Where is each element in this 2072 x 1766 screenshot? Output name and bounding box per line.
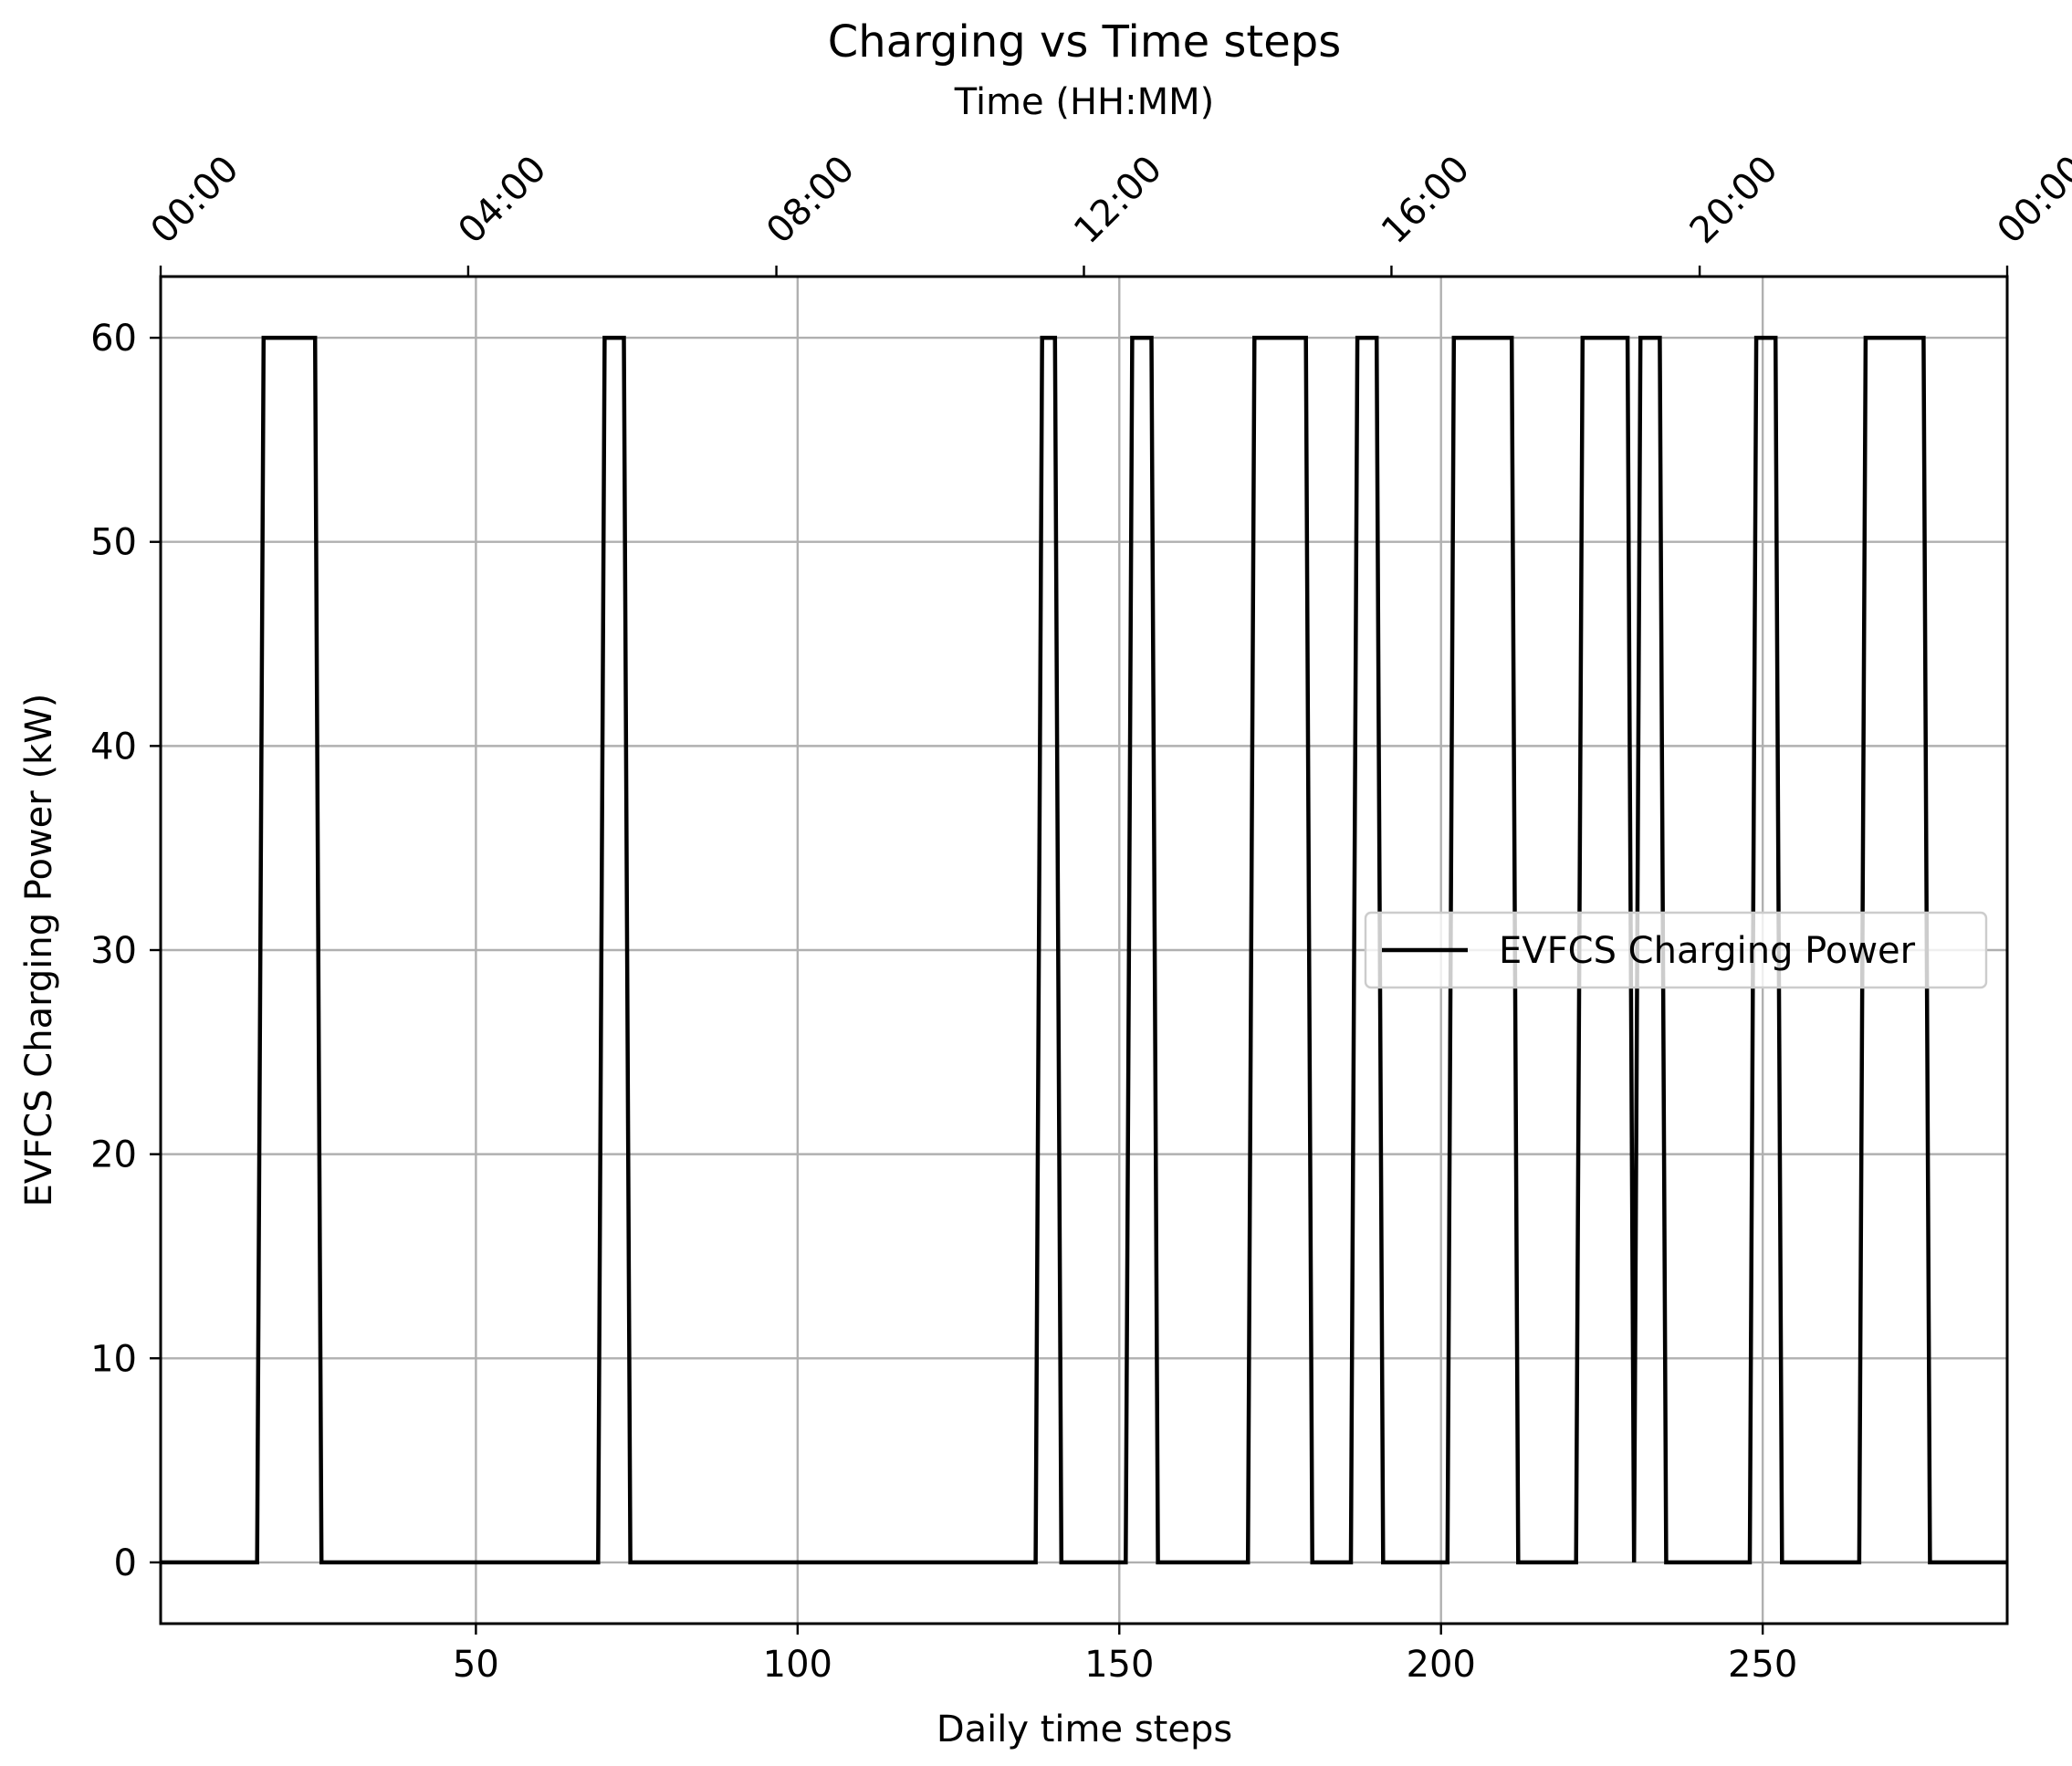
y-tick-label: 50 bbox=[90, 522, 137, 564]
top-x-tick-label: 00:00 bbox=[1990, 148, 2072, 252]
y-axis-label: EVFCS Charging Power (kW) bbox=[18, 694, 60, 1207]
top-x-tick-label: 20:00 bbox=[1682, 148, 1786, 252]
top-x-tick-label: 16:00 bbox=[1374, 148, 1478, 252]
x-tick-label: 150 bbox=[1084, 1644, 1154, 1686]
y-tick-label: 40 bbox=[90, 726, 137, 768]
top-x-tick-label: 04:00 bbox=[450, 148, 554, 252]
y-tick-label: 60 bbox=[90, 318, 137, 360]
y-tick-label: 20 bbox=[90, 1134, 137, 1176]
x-tick-label: 250 bbox=[1728, 1644, 1797, 1686]
top-x-tick-label: 12:00 bbox=[1066, 148, 1170, 252]
chart-title: Charging vs Time steps bbox=[828, 16, 1341, 68]
y-tick-label: 0 bbox=[114, 1542, 137, 1584]
plot-area bbox=[161, 335, 2007, 1565]
x-tick-label: 50 bbox=[453, 1644, 499, 1686]
top-x-tick-label: 00:00 bbox=[143, 148, 247, 252]
y-tick-label: 30 bbox=[90, 930, 137, 972]
x-axis-label: Daily time steps bbox=[937, 1709, 1232, 1750]
series-line bbox=[161, 335, 2007, 1565]
top-x-tick-label: 08:00 bbox=[759, 148, 863, 252]
top-x-axis-label: Time (HH:MM) bbox=[954, 81, 1214, 123]
legend: EVFCS Charging Power bbox=[1364, 911, 1988, 989]
x-tick-label: 200 bbox=[1407, 1644, 1476, 1686]
y-tick-label: 10 bbox=[90, 1338, 137, 1380]
legend-box bbox=[1364, 911, 1988, 989]
x-tick-label: 100 bbox=[763, 1644, 832, 1686]
legend-label: EVFCS Charging Power bbox=[1499, 930, 1916, 972]
